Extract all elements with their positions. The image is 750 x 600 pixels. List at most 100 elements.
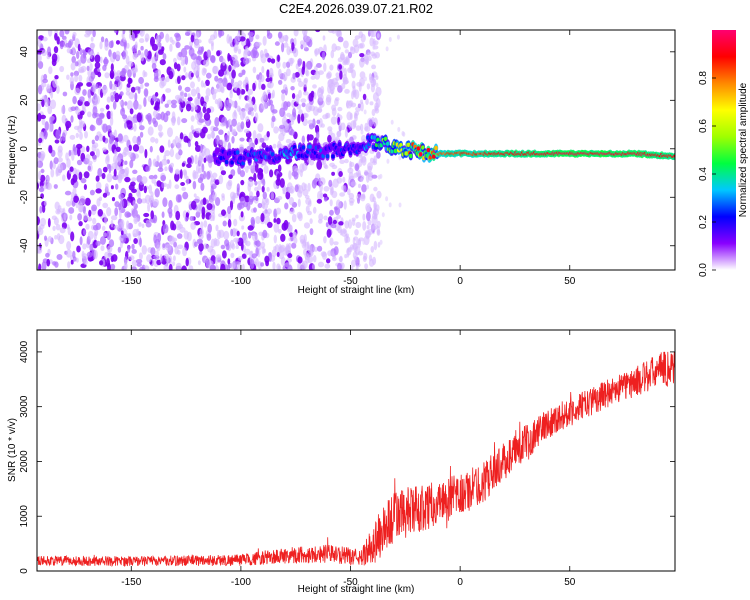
spectrogram-noise-cell — [247, 94, 251, 103]
spectrogram-noise-cell — [211, 42, 214, 51]
spectrogram-noise-cell — [344, 254, 348, 259]
spectrogram-noise-cell — [211, 88, 218, 94]
spectrogram-noise-cell — [179, 132, 184, 140]
spectrogram-noise-cell — [304, 194, 310, 199]
spectrogram-noise-cell — [161, 158, 168, 166]
spectrogram-noise-cell — [70, 115, 74, 123]
spectrogram-noise-cell — [68, 149, 72, 157]
spectrogram-noise-cell — [253, 195, 257, 201]
spectrogram-noise-cell — [306, 60, 313, 70]
spectrogram-noise-cell — [245, 102, 250, 109]
spectrogram-noise-cell — [65, 249, 72, 258]
spectrogram-noise-cell — [385, 196, 389, 202]
spectrogram-noise-cell — [342, 229, 347, 234]
spectrogram-noise-cell — [201, 126, 208, 134]
spectrogram-noise-cell — [257, 170, 264, 180]
spectrogram-noise-cell — [257, 123, 264, 133]
spectrogram-noise-cell — [260, 103, 268, 110]
spectrogram-noise-cell — [146, 254, 152, 263]
spectrogram-noise-cell — [331, 171, 335, 176]
spectrogram-noise-cell — [194, 241, 198, 247]
spectrogram-noise-cell — [339, 192, 345, 197]
spectrogram-noise-cell — [303, 222, 311, 229]
spectrogram-noise-cell — [140, 45, 144, 51]
spectrogram-noise-cell — [124, 167, 130, 176]
spectrogram-noise-cell — [358, 183, 361, 189]
spectrogram-noise-cell — [255, 41, 262, 47]
spectrogram-noise-cell — [297, 185, 304, 194]
spectrogram-noise-cell — [321, 51, 326, 61]
spectrogram-noise-cell — [117, 80, 123, 91]
spectrogram-noise-cell — [70, 72, 74, 77]
spectrogram-noise-cell — [362, 221, 367, 231]
spectrogram-noise-cell — [46, 258, 51, 267]
spectrogram-noise-cell — [160, 111, 165, 121]
spectrogram-noise-cell — [166, 183, 170, 190]
spectrogram-noise-cell — [388, 202, 392, 208]
spectrogram-noise-cell — [215, 224, 219, 232]
spectrogram-noise-cell — [239, 137, 245, 142]
spectrogram-noise-cell — [303, 233, 307, 244]
spectrogram-noise-cell — [197, 260, 201, 266]
spectrogram-signal-core — [308, 144, 312, 149]
spectrogram-noise-cell — [257, 184, 262, 191]
spectrogram-noise-cell — [51, 53, 58, 63]
spectrogram-noise-cell — [222, 250, 227, 259]
spectrogram-noise-cell — [285, 191, 291, 200]
spectrogram-noise-cell — [110, 40, 114, 48]
spectrogram-noise-cell — [286, 46, 291, 56]
spectrogram-noise-cell — [349, 62, 355, 69]
spectrogram-noise-cell — [252, 82, 256, 92]
spectrogram-noise-cell — [186, 163, 192, 169]
spectrogram-noise-cell — [104, 251, 109, 260]
spectrogram-noise-cell — [167, 127, 173, 138]
spectrogram-noise-cell — [240, 179, 245, 186]
spectrogram-noise-cell — [192, 180, 197, 190]
spectrogram-noise-cell — [270, 191, 275, 200]
spectrogram-noise-cell — [277, 195, 283, 201]
spectrogram-noise-cell — [307, 182, 311, 192]
spectrogram-noise-cell — [136, 175, 143, 183]
spectrogram-noise-cell — [150, 247, 156, 256]
spectrogram-noise-cell — [372, 44, 376, 50]
spectrogram-noise-cell — [78, 69, 85, 74]
spectrogram-noise-cell — [105, 104, 110, 110]
spectrogram-noise-cell — [152, 117, 157, 124]
spectrogram-noise-cell — [113, 168, 117, 177]
spectrogram-noise-cell — [308, 92, 314, 102]
spectrogram-noise-cell — [315, 124, 320, 134]
spectrogram-noise-cell — [45, 85, 53, 93]
spectrogram-noise-cell — [49, 160, 53, 170]
spectrogram-noise-cell — [40, 114, 46, 120]
snr-x-tick-label: 0 — [457, 577, 463, 588]
spectrogram-noise-cell — [290, 86, 295, 91]
spectrogram-noise-cell — [48, 145, 53, 154]
spectrogram-noise-cell — [242, 263, 245, 270]
spectrogram-noise-cell — [210, 185, 214, 196]
spectrogram-noise-cell — [152, 158, 157, 167]
spectrogram-noise-cell — [78, 221, 83, 227]
spectrogram-noise-cell — [155, 51, 159, 60]
spectrogram-noise-cell — [240, 121, 245, 130]
spectrogram-noise-cell — [126, 212, 132, 218]
spectrogram-noise-cell — [114, 129, 117, 139]
spectrogram-noise-cell — [272, 261, 276, 270]
spectrogram-noise-cell — [131, 177, 137, 182]
spectrogram-noise-cell — [300, 239, 304, 245]
spectrogram-noise-cell — [231, 243, 236, 250]
spectrogram-noise-cell — [174, 246, 179, 255]
spectrogram-noise-cell — [74, 87, 81, 95]
spectrogram-noise-cell — [172, 223, 177, 231]
spectrogram-noise-cell — [291, 242, 297, 249]
spectrogram-noise-cell — [106, 96, 111, 103]
spectrogram-signal-core — [379, 143, 384, 148]
spectrogram-noise-cell — [232, 111, 238, 121]
spectrogram-noise-cell — [48, 66, 53, 75]
spectrogram-noise-cell — [354, 246, 361, 256]
spectrogram-signal-core — [418, 152, 423, 157]
spectrogram-noise-cell — [52, 78, 58, 88]
spectrogram-noise-cell — [254, 186, 259, 192]
spectrogram-noise-cell — [273, 234, 277, 244]
spectrogram-noise-cell — [86, 82, 92, 87]
spectrogram-noise-cell — [92, 217, 97, 225]
